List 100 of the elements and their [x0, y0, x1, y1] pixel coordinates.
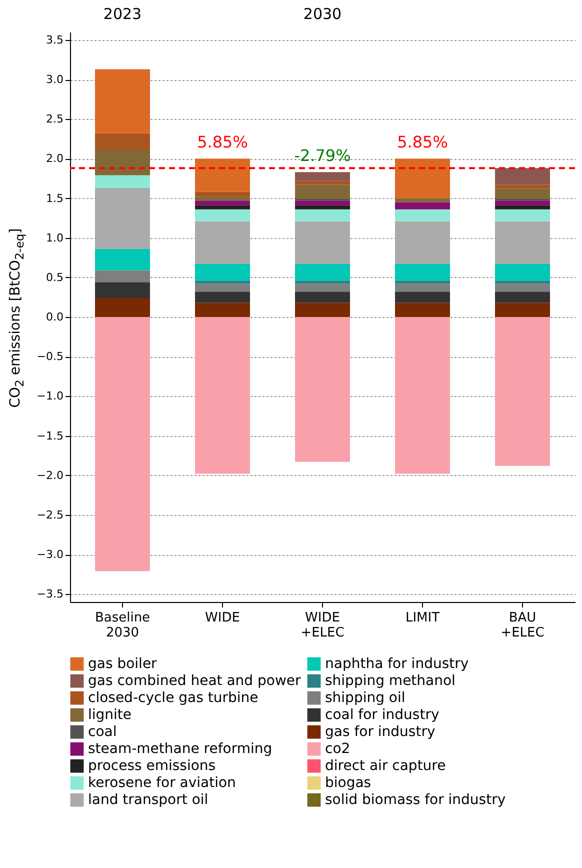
bar — [195, 280, 250, 284]
bar — [395, 202, 450, 210]
x-tick-label: Baseline 2030 — [94, 610, 150, 640]
legend-label: shipping methanol — [325, 673, 456, 689]
bar — [95, 150, 150, 176]
bar — [295, 317, 350, 462]
y-tick-label: −0.5 — [36, 350, 64, 364]
y-tick-label: 2.5 — [46, 112, 64, 126]
bar — [95, 175, 150, 188]
legend-label: closed-cycle gas turbine — [88, 690, 258, 706]
bar — [395, 264, 450, 281]
x-tick-label: WIDE — [205, 610, 240, 626]
bar — [195, 196, 250, 201]
bar — [295, 302, 350, 317]
bar — [195, 292, 250, 303]
text: 2030 — [303, 5, 342, 23]
bar — [95, 317, 150, 572]
bar — [395, 302, 450, 317]
bar — [95, 69, 150, 134]
bar — [95, 270, 150, 282]
bar — [295, 184, 350, 200]
bar — [195, 284, 250, 292]
y-tick-label: −2.5 — [36, 508, 64, 522]
bar — [495, 221, 550, 264]
legend-label: gas combined heat and power — [88, 673, 302, 689]
bar — [195, 205, 250, 210]
bar — [295, 280, 350, 284]
bar — [495, 264, 550, 281]
legend-label: naphtha for industry — [325, 656, 469, 672]
bar — [295, 200, 350, 206]
bar — [395, 280, 450, 284]
bar — [295, 284, 350, 292]
bar — [295, 172, 350, 181]
bar — [95, 298, 150, 317]
bar — [295, 221, 350, 264]
legend-label: direct air capture — [325, 758, 446, 774]
bar — [495, 209, 550, 222]
y-tick-label: −2.0 — [36, 468, 64, 482]
bar — [495, 302, 550, 317]
bar — [295, 180, 350, 185]
legend-label: biogas — [325, 775, 372, 791]
x-tick-label: WIDE +ELEC — [300, 610, 344, 640]
y-tick-label: 1.5 — [46, 192, 64, 205]
bar — [195, 158, 250, 192]
legend-label: process emissions — [88, 758, 216, 774]
y-tick-label: −3.0 — [36, 548, 64, 561]
y-tick-label: 0.0 — [46, 310, 64, 324]
y-tick-label: 0.5 — [46, 270, 64, 284]
text: 2023 — [103, 5, 142, 23]
bar — [395, 158, 450, 198]
bar — [495, 284, 550, 292]
bar — [95, 188, 150, 249]
bar — [495, 280, 550, 284]
bar — [195, 192, 250, 197]
bar — [95, 282, 150, 298]
y-tick-label: 1.0 — [46, 231, 64, 244]
legend-label: coal for industry — [325, 707, 440, 723]
bar — [495, 168, 550, 185]
x-tick-label: BAU +ELEC — [500, 610, 544, 640]
bar — [395, 221, 450, 264]
bar — [495, 188, 550, 200]
legend-label: gas for industry — [325, 724, 436, 740]
bar — [495, 317, 550, 466]
bar — [395, 292, 450, 303]
bar — [95, 133, 150, 150]
legend-label: gas boiler — [88, 656, 158, 672]
bar — [295, 264, 350, 281]
y-tick-label: 3.5 — [46, 33, 64, 46]
bar — [295, 205, 350, 210]
bar — [495, 292, 550, 303]
annotation: 5.85% — [397, 132, 448, 152]
legend-label: lignite — [88, 707, 132, 723]
x-tick-label: LIMIT — [405, 610, 440, 626]
bar — [395, 317, 450, 474]
y-tick-label: 3.0 — [46, 73, 64, 86]
y-tick-label: −3.5 — [36, 588, 64, 601]
bar — [395, 209, 450, 222]
legend-label: co2 — [325, 741, 350, 757]
annotation: -2.79% — [294, 146, 351, 166]
bar — [495, 205, 550, 210]
bar — [195, 317, 250, 474]
bar — [295, 209, 350, 222]
y-tick-label: 2.0 — [46, 152, 64, 166]
bar — [195, 302, 250, 317]
legend-label: kerosene for aviation — [88, 775, 236, 791]
bar — [195, 200, 250, 206]
bar — [495, 200, 550, 206]
legend-label: land transport oil — [88, 792, 208, 808]
bar — [195, 264, 250, 281]
bar — [95, 248, 150, 270]
y-tick-label: −1.5 — [36, 429, 64, 442]
legend-label: solid biomass for industry — [325, 792, 506, 808]
y-tick-label: −1.0 — [36, 390, 64, 403]
bar — [295, 292, 350, 303]
bar — [195, 209, 250, 222]
legend-label: steam-methane reforming — [88, 741, 272, 757]
bar — [395, 284, 450, 292]
bar — [195, 221, 250, 264]
annotation: 5.85% — [197, 132, 248, 152]
bar — [495, 184, 550, 189]
